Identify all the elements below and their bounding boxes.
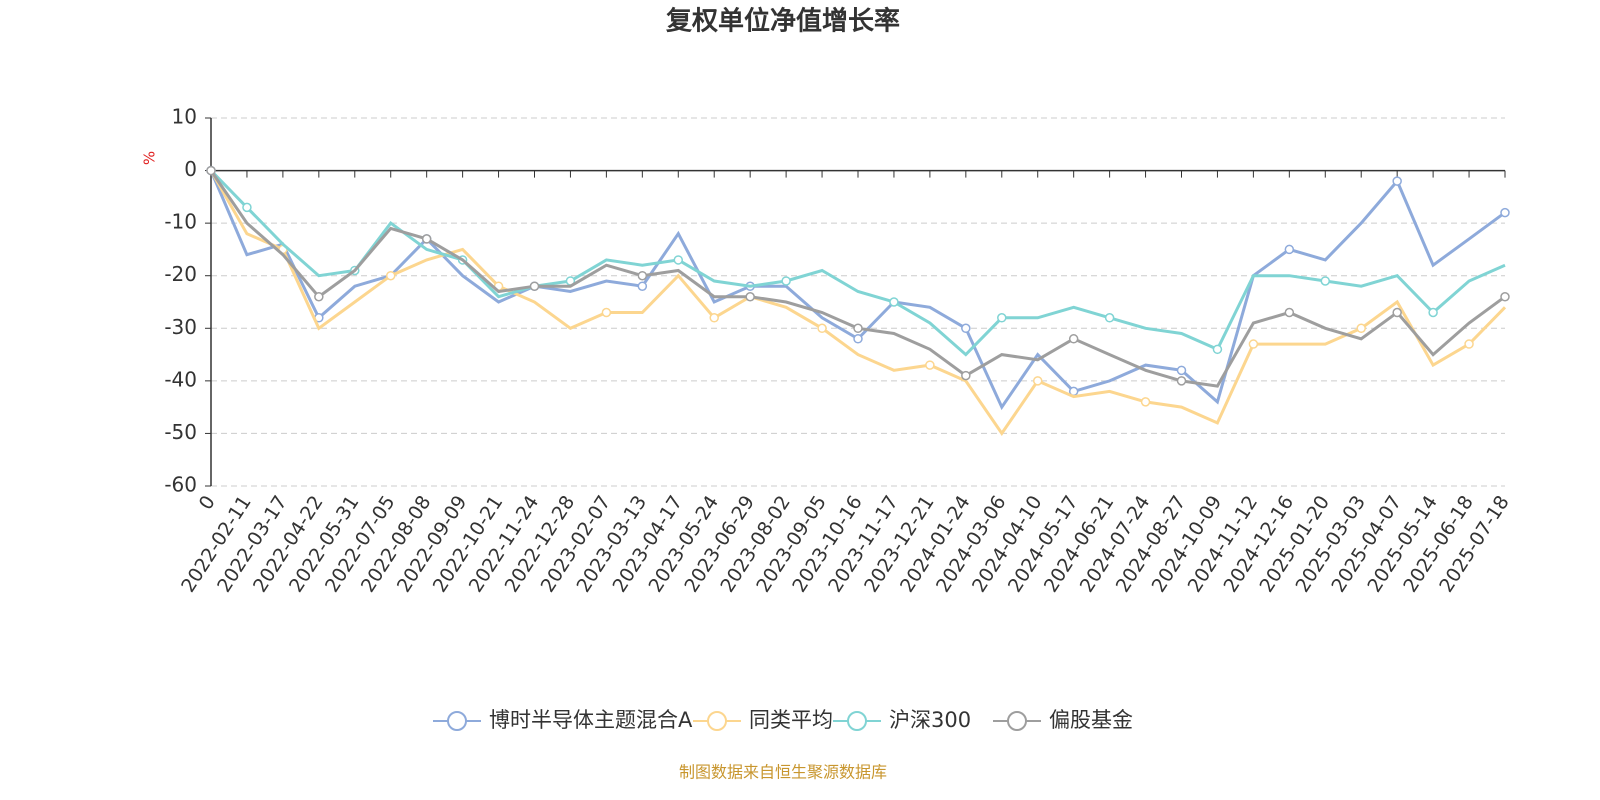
legend-label: 同类平均 — [749, 708, 833, 732]
legend-marker — [1007, 711, 1027, 731]
legend-marker — [847, 711, 867, 731]
legend-label: 博时半导体主题混合A — [489, 708, 693, 732]
point-marker — [637, 270, 648, 281]
point-marker — [1356, 323, 1366, 334]
point-marker — [1140, 397, 1151, 407]
point-marker — [206, 165, 216, 176]
legend-marker — [447, 711, 467, 731]
point-marker — [529, 281, 540, 291]
point-marker — [961, 370, 971, 381]
series-line — [209, 170, 1506, 411]
point-marker — [817, 323, 827, 334]
series-line — [209, 169, 1506, 357]
point-marker — [1212, 344, 1223, 355]
legend-label: 偏股基金 — [1049, 708, 1133, 732]
point-marker — [1392, 307, 1402, 318]
point-marker — [889, 297, 899, 307]
point-marker — [385, 270, 396, 281]
y-tick-label: -60 — [164, 473, 197, 497]
point-marker — [745, 291, 755, 302]
point-marker — [1176, 376, 1187, 386]
point-marker — [1248, 339, 1259, 349]
legend-label: 沪深300 — [889, 708, 971, 732]
point-marker — [925, 360, 935, 370]
y-tick-label: 0 — [184, 157, 197, 181]
point-marker — [1320, 276, 1331, 286]
point-marker — [853, 323, 863, 334]
y-tick-label: -40 — [164, 367, 197, 391]
y-tick-label: -10 — [164, 210, 197, 234]
y-tick-label: -20 — [164, 262, 197, 286]
x-tick-label: 0 — [195, 492, 220, 514]
point-marker — [1068, 334, 1079, 344]
point-marker — [601, 307, 612, 318]
source-note: 制图数据来自恒生聚源数据库 — [679, 763, 887, 782]
y-tick-label: -50 — [164, 420, 197, 444]
point-marker — [1428, 307, 1438, 318]
point-marker — [242, 202, 252, 213]
point-marker — [853, 334, 863, 344]
point-marker — [961, 323, 971, 334]
point-marker — [709, 313, 719, 323]
point-marker — [1176, 365, 1187, 376]
point-marker — [1464, 339, 1474, 349]
chart-title: 复权单位净值增长率 — [666, 6, 900, 37]
point-marker — [1392, 176, 1402, 186]
point-marker — [314, 291, 324, 302]
point-marker — [1032, 376, 1043, 386]
y-tick-label: 10 — [172, 105, 197, 129]
point-marker — [421, 234, 432, 244]
series-line — [209, 169, 1507, 437]
point-marker — [1500, 207, 1510, 218]
point-marker — [637, 281, 648, 291]
point-marker — [1500, 291, 1510, 302]
point-marker — [1284, 307, 1295, 318]
point-marker — [1284, 244, 1295, 255]
point-marker — [1104, 313, 1115, 323]
point-marker — [673, 255, 684, 265]
point-marker — [997, 313, 1007, 323]
y-tick-label: -30 — [164, 315, 197, 339]
legend-marker — [707, 711, 727, 731]
y-unit: % — [141, 151, 159, 165]
point-marker — [781, 276, 791, 286]
